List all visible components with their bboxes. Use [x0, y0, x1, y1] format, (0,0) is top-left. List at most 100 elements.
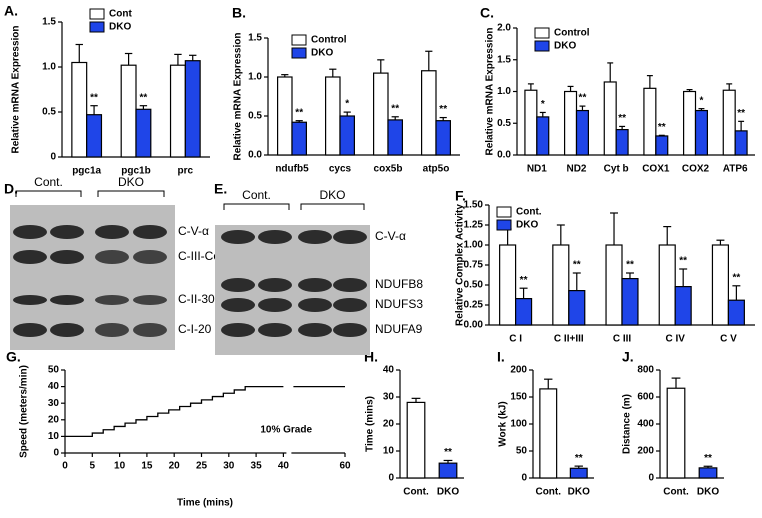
blot-band — [333, 230, 367, 244]
x-tick-label: 20 — [169, 461, 181, 472]
legend-label: Cont. — [516, 207, 542, 218]
y-tick-label: 1.0 — [248, 72, 262, 83]
y-tick-label: 2.0 — [497, 23, 511, 34]
y-tick-label: 200 — [637, 446, 654, 457]
y-tick-label: 0.00 — [464, 320, 484, 331]
x-tick-label: pgc1a — [72, 166, 101, 177]
bar — [734, 130, 748, 156]
x-tick-label: ATP6 — [723, 164, 748, 175]
blot-band — [133, 323, 167, 337]
significance: ** — [444, 447, 452, 458]
bar — [387, 119, 403, 156]
legend-label: DKO — [109, 22, 131, 33]
legend-label: Control — [311, 35, 347, 46]
bar — [536, 116, 550, 156]
bar — [694, 109, 708, 156]
bar — [421, 70, 437, 156]
group-bracket — [97, 190, 165, 197]
y-tick-label: 10 — [48, 431, 60, 442]
y-tick-label: 0 — [50, 152, 56, 163]
y-axis-label: Relative mRNA Expression — [485, 27, 496, 155]
y-tick-label: 40 — [383, 365, 395, 376]
y-tick-label: 0 — [648, 473, 654, 484]
band-label: NDUFS3 — [375, 297, 423, 311]
x-tick-label: ndufb5 — [275, 164, 309, 175]
y-tick-label: 0.25 — [464, 300, 484, 311]
panel-letter: C. — [480, 5, 494, 21]
bar — [569, 467, 588, 479]
x-tick-label: 40 — [278, 461, 290, 472]
bar — [643, 87, 657, 156]
bar — [406, 401, 426, 479]
y-tick-label: 1.25 — [464, 220, 484, 231]
y-tick-label: 0.50 — [464, 280, 484, 291]
x-tick-label: prc — [178, 166, 194, 177]
y-tick-label: 600 — [637, 392, 654, 403]
x-tick-label: 30 — [223, 461, 235, 472]
panel-letter: D. — [4, 181, 18, 197]
bar — [563, 90, 578, 156]
legend-swatch — [534, 27, 550, 39]
y-tick-label: 0 — [53, 448, 59, 459]
blot-band — [221, 298, 255, 312]
bar — [722, 89, 736, 156]
x-tick-label: COX2 — [682, 164, 710, 175]
bar — [655, 135, 669, 156]
bar — [575, 109, 589, 156]
significance: ** — [579, 93, 587, 104]
bar — [135, 108, 152, 158]
x-tick-label: 60 — [339, 461, 351, 472]
significance: ** — [391, 103, 399, 114]
x-tick-label: C IV — [665, 334, 685, 345]
y-tick-label: 30 — [383, 392, 395, 403]
y-tick-label: 400 — [637, 419, 654, 430]
legend-swatch — [89, 8, 105, 20]
group-label: Cont. — [34, 175, 63, 189]
y-tick-label: 0.5 — [497, 118, 511, 129]
significance: ** — [618, 113, 626, 124]
blot-band — [50, 225, 84, 239]
y-tick-label: 0.75 — [464, 260, 484, 271]
bar — [711, 244, 730, 326]
significance: * — [345, 99, 349, 110]
x-tick-label: DKO — [568, 487, 590, 498]
blot-band — [95, 295, 129, 305]
bar — [603, 81, 617, 156]
y-tick-label: 1.5 — [497, 54, 511, 65]
panel-letter: G. — [6, 349, 21, 365]
blot-band — [298, 323, 332, 337]
x-tick-label: cycs — [329, 164, 352, 175]
blot-band — [95, 250, 129, 264]
y-axis-label: Time (mins) — [365, 396, 376, 452]
x-tick-label: DKO — [437, 487, 459, 498]
bar — [291, 121, 307, 156]
legend-label: DKO — [311, 48, 333, 59]
x-tick-label: Cont. — [663, 487, 689, 498]
bar — [682, 90, 697, 156]
bar — [605, 244, 623, 326]
legend-label: DKO — [554, 41, 576, 52]
x-tick-label: ND2 — [566, 164, 586, 175]
blot-band — [95, 225, 129, 239]
bar — [499, 244, 517, 326]
y-axis-label: Distance (m) — [622, 394, 633, 454]
significance: ** — [732, 272, 740, 283]
legend-label: DKO — [516, 220, 538, 231]
bar — [339, 115, 355, 156]
legend-swatch — [496, 219, 512, 231]
y-tick-label: 0.5 — [42, 107, 56, 118]
blot-band — [333, 323, 367, 337]
group-bracket — [300, 203, 365, 210]
y-tick-label: 1.0 — [42, 62, 56, 73]
band-label: C-I-20 — [178, 322, 212, 336]
blot-band — [13, 295, 47, 305]
blot-band — [133, 225, 167, 239]
legend-swatch — [89, 21, 105, 33]
x-tick-label: C V — [720, 334, 737, 345]
group-bracket — [223, 203, 290, 210]
blot-band — [298, 278, 332, 292]
band-label: C-V-α — [375, 229, 406, 243]
y-axis-label: Speed (meters/min) — [19, 365, 30, 458]
panel-letter: I. — [497, 349, 505, 365]
y-tick-label: 1.50 — [464, 200, 484, 211]
